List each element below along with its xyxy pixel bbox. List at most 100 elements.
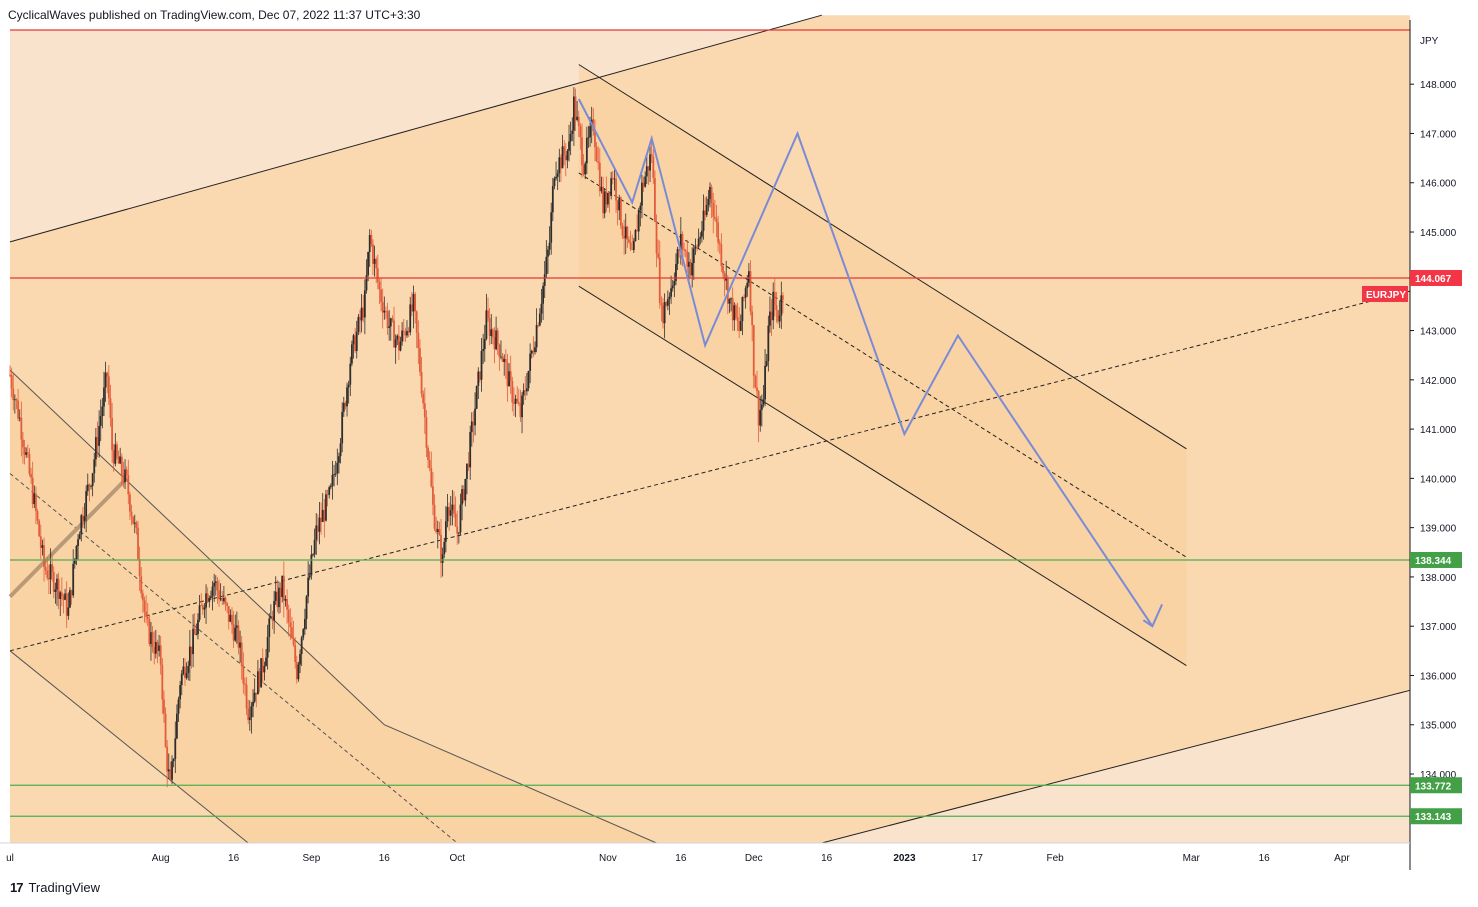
candle-body <box>299 654 301 665</box>
candle-body <box>248 717 251 721</box>
candle-body <box>428 459 431 468</box>
candle-body <box>36 511 39 521</box>
candle-body <box>772 291 775 321</box>
candle-body <box>511 380 514 403</box>
candle-body <box>214 581 217 583</box>
price-label-support-1: 138.344 <box>1415 556 1452 567</box>
candle-body <box>404 331 407 336</box>
candle-body <box>141 593 144 601</box>
candle-body <box>188 646 191 666</box>
candle-body <box>686 251 689 267</box>
candle-body <box>103 387 105 407</box>
candle-body <box>65 593 68 616</box>
candle-body <box>710 186 713 203</box>
candle-body <box>35 493 37 512</box>
candle-body <box>767 325 770 362</box>
chart-background <box>10 15 1410 843</box>
candle-body <box>363 290 366 318</box>
candle-body <box>49 564 52 580</box>
candle-body <box>688 261 690 267</box>
candle-body <box>276 591 279 608</box>
candle-body <box>430 467 433 487</box>
candle-body <box>325 494 327 521</box>
candle-body <box>410 304 413 312</box>
candle-body <box>341 411 344 444</box>
candle-body <box>782 295 784 300</box>
candle-body <box>211 586 214 597</box>
candle-body <box>723 273 726 281</box>
candle-body <box>72 563 75 596</box>
candle-body <box>239 642 241 648</box>
candle-body <box>163 699 165 714</box>
y-tick-label: 138.000 <box>1420 573 1457 584</box>
candle-body <box>402 330 405 332</box>
candle-body <box>77 539 79 547</box>
candle-body <box>130 511 133 517</box>
candle-body <box>143 600 146 612</box>
candle-body <box>222 597 225 602</box>
tradingview-logo-icon: 17 <box>10 880 24 895</box>
candle-body <box>226 603 229 607</box>
candle-body <box>683 249 685 251</box>
y-tick-label: 148.000 <box>1420 80 1457 91</box>
candle-body <box>43 545 45 568</box>
price-label-bg-resistance <box>1410 269 1462 286</box>
candle-body <box>516 398 519 403</box>
candle-body <box>752 325 755 376</box>
candle-body <box>354 335 357 352</box>
candle-body <box>120 456 123 475</box>
candle-body <box>743 297 745 298</box>
candle-body <box>474 408 476 426</box>
candle-body <box>555 176 557 179</box>
candle-body <box>692 248 695 263</box>
candle-body <box>153 647 156 654</box>
x-tick-label: Nov <box>599 853 617 864</box>
candle-body <box>73 559 76 564</box>
trend-stroke-line <box>8 476 129 599</box>
candle-body <box>132 516 135 524</box>
candle-body <box>524 390 527 392</box>
x-tick-label: 16 <box>675 853 687 864</box>
candle-body <box>681 234 684 250</box>
time-axis-bg <box>0 843 1410 870</box>
candle-body <box>671 285 674 289</box>
candle-body <box>436 529 439 532</box>
candle-body <box>197 619 199 635</box>
price-label-resistance: 144.067 <box>1415 274 1452 285</box>
candle-body <box>637 210 640 232</box>
candle-body <box>451 504 454 511</box>
price-label-support-2: 133.772 <box>1415 781 1452 792</box>
candle-body <box>88 484 91 487</box>
candle-body <box>122 474 125 483</box>
candle-body <box>534 347 536 353</box>
candle-body <box>357 316 360 332</box>
candle-body <box>564 155 567 161</box>
candle-body <box>500 356 502 358</box>
candle-body <box>415 311 418 333</box>
candle-body <box>731 298 734 321</box>
candle-body <box>310 554 313 576</box>
candle-body <box>457 532 460 534</box>
candle-body <box>568 141 570 151</box>
candle-body <box>287 609 290 623</box>
candle-body <box>247 708 250 721</box>
candle-body <box>171 761 173 780</box>
candle-body <box>504 359 507 363</box>
candle-body <box>670 288 673 297</box>
candle-body <box>419 348 421 373</box>
y-tick-label: 141.000 <box>1420 425 1457 436</box>
candle-body <box>295 661 298 680</box>
candle-body <box>114 444 117 464</box>
candle-body <box>383 310 386 313</box>
candle-body <box>715 218 718 223</box>
upper-channel-line <box>9 14 822 243</box>
candle-body <box>736 317 739 321</box>
candle-body <box>82 515 84 521</box>
candle-body <box>501 356 504 362</box>
symbol-label-bg <box>1362 285 1408 302</box>
candle-body <box>435 528 438 532</box>
axes: JPY 134.000 135.000 136.000 137.000 138.000 13… <box>0 20 1457 870</box>
candle-body <box>396 335 399 340</box>
price-label-support-3: 133.143 <box>1415 812 1452 823</box>
